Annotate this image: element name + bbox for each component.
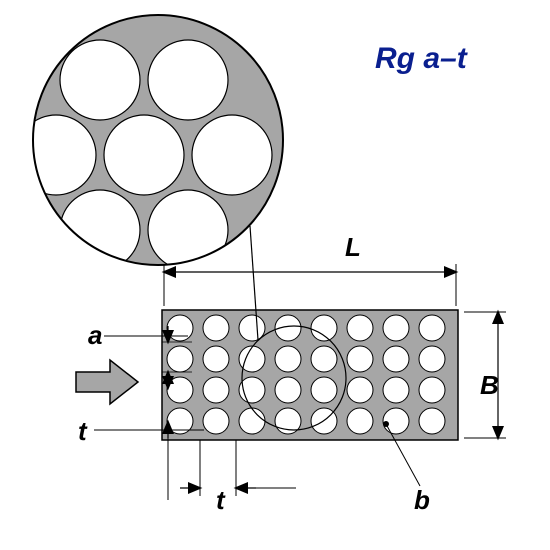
label-a: a — [88, 320, 102, 351]
label-t-bottom: t — [216, 485, 225, 516]
formula-title: Rg a–t — [375, 42, 467, 76]
label-L: L — [345, 232, 361, 263]
perforation-diagram — [0, 0, 550, 550]
label-t-left: t — [78, 416, 87, 447]
label-B: B — [480, 370, 499, 401]
label-b: b — [414, 485, 430, 516]
